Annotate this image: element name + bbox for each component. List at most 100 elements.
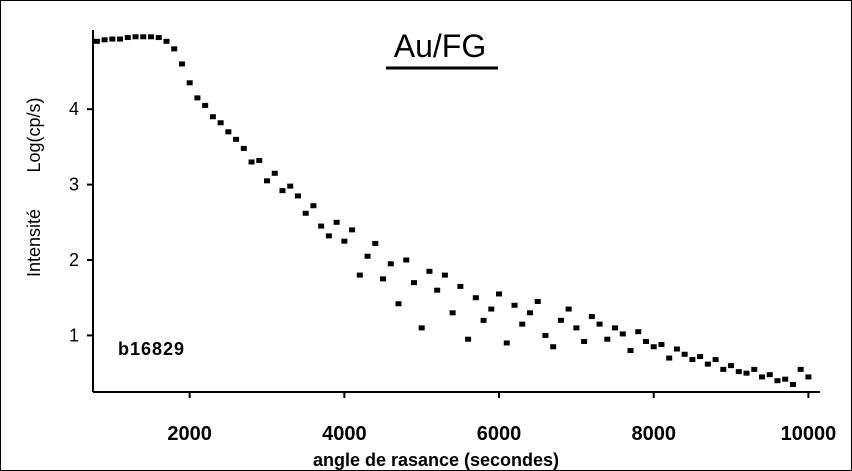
plot-axes	[92, 30, 820, 393]
data-point	[526, 310, 533, 316]
data-point	[302, 210, 309, 216]
sample-annotation: b16829	[118, 339, 185, 359]
data-point	[209, 114, 216, 120]
data-point	[581, 338, 588, 344]
x-tick-label: 2000	[167, 423, 212, 445]
data-point	[457, 283, 464, 289]
data-point	[434, 287, 441, 293]
data-point	[588, 314, 595, 320]
data-point	[673, 346, 680, 352]
data-point	[797, 366, 804, 372]
data-point	[697, 354, 704, 360]
data-point	[728, 363, 735, 369]
data-point	[148, 34, 155, 40]
data-point	[341, 238, 348, 244]
data-point	[349, 227, 356, 233]
data-point	[635, 329, 642, 335]
data-point	[225, 129, 232, 135]
data-point	[426, 268, 433, 274]
data-point	[132, 34, 139, 40]
data-point	[480, 317, 487, 323]
data-point	[333, 219, 340, 225]
y-tick-label: 2	[69, 250, 79, 270]
data-point	[720, 366, 727, 372]
data-point	[604, 336, 611, 342]
x-tick-label: 6000	[477, 423, 522, 445]
data-point	[449, 310, 456, 316]
data-point	[233, 136, 240, 142]
data-point	[550, 344, 557, 350]
data-point	[758, 374, 765, 380]
x-tick-label: 10000	[781, 423, 837, 445]
data-point	[789, 381, 796, 387]
chart-title: Au/FG	[394, 28, 486, 64]
data-point	[248, 159, 255, 165]
data-point	[186, 80, 193, 86]
data-point	[364, 253, 371, 259]
data-point	[619, 331, 626, 337]
data-point	[573, 325, 580, 331]
data-point	[403, 257, 410, 263]
y-tick-label: 3	[69, 175, 79, 195]
data-point	[256, 157, 263, 163]
data-point	[380, 276, 387, 282]
data-point	[766, 372, 773, 378]
data-point	[704, 361, 711, 367]
data-point	[596, 321, 603, 327]
data-point	[356, 272, 363, 278]
data-point	[681, 351, 688, 357]
data-point	[171, 46, 178, 52]
data-point	[519, 321, 526, 327]
data-point	[372, 240, 379, 246]
y-tick-label: 4	[69, 99, 79, 119]
data-point	[666, 355, 673, 361]
data-point	[387, 261, 394, 267]
data-point	[542, 332, 549, 338]
data-point	[178, 61, 185, 67]
data-point	[782, 376, 789, 382]
data-point	[310, 203, 317, 209]
x-axis-label: angle de rasance (secondes)	[313, 450, 559, 470]
data-point	[155, 35, 162, 41]
data-point	[774, 378, 781, 384]
data-point	[240, 145, 247, 151]
data-point	[410, 280, 417, 286]
data-point	[325, 233, 332, 239]
data-point	[441, 272, 448, 278]
data-point	[294, 193, 301, 199]
data-point	[534, 299, 541, 304]
data-point	[124, 35, 131, 41]
data-point	[264, 178, 271, 184]
x-tick-label: 8000	[631, 423, 676, 445]
y-axis-label-intensite: Intensité	[24, 209, 44, 277]
data-point	[488, 306, 495, 312]
data-point	[565, 306, 572, 312]
data-point	[557, 317, 564, 323]
data-point	[511, 302, 518, 308]
data-point	[735, 369, 742, 375]
data-point	[472, 295, 479, 301]
data-point	[627, 348, 634, 354]
data-point	[751, 366, 758, 372]
data-point	[287, 183, 294, 189]
data-point	[271, 170, 278, 176]
data-point	[101, 37, 108, 43]
data-point	[503, 340, 510, 346]
data-point	[202, 102, 209, 108]
data-point	[642, 338, 649, 344]
data-point	[279, 188, 286, 194]
data-point	[650, 344, 657, 350]
axis-ticks: 2000 4000 6000 8000 10000 1 2 3 4	[69, 99, 836, 445]
data-point	[418, 325, 425, 331]
data-point	[318, 223, 325, 229]
data-point	[496, 291, 503, 297]
y-axis-label-log: Log(cp/s)	[24, 97, 44, 172]
data-point	[117, 36, 124, 42]
data-point	[217, 120, 224, 126]
data-point	[140, 34, 147, 40]
y-tick-label: 1	[69, 325, 79, 345]
data-point	[109, 36, 116, 42]
data-point	[658, 341, 665, 347]
data-point	[712, 357, 719, 363]
